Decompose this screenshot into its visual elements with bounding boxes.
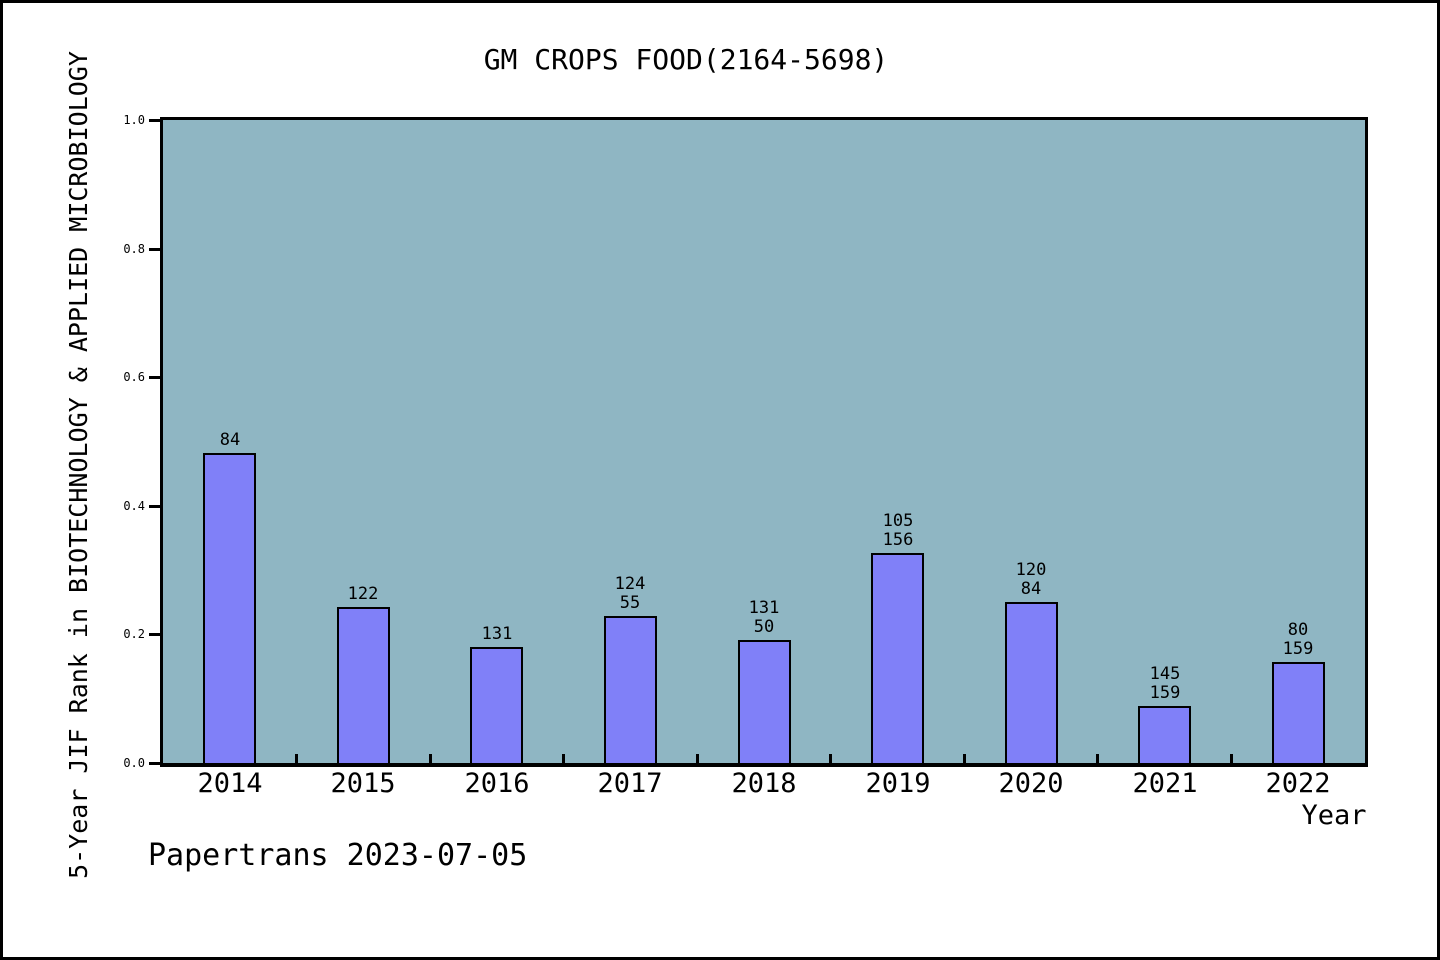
y-tick — [149, 762, 160, 765]
plot-area: 84 122 131 124 55 131 50 105 156 120 84 145 159 80 159 — [160, 117, 1368, 767]
x-tick-label-2015: 2015 — [330, 768, 396, 799]
y-tick — [149, 633, 160, 636]
y-tick — [149, 119, 160, 122]
bar-value-label: 124 55 — [614, 574, 646, 613]
y-tick — [149, 376, 160, 379]
bar-2018 — [738, 640, 791, 763]
x-boundary-tick — [562, 754, 565, 763]
x-tick-label-2017: 2017 — [597, 768, 663, 799]
x-tick-label-2020: 2020 — [998, 768, 1064, 799]
x-boundary-tick — [696, 754, 699, 763]
x-axis-label: Year — [1301, 800, 1367, 831]
bar-value-label: 120 84 — [1015, 560, 1047, 599]
x-axis-tick-labels: 2014 2015 2016 2017 2018 2019 2020 2021 2022 — [163, 768, 1365, 804]
watermark-text: Papertrans 2023-07-05 — [148, 838, 528, 873]
y-tick-label-0.0: 0.0 — [123, 756, 145, 770]
x-boundary-tick — [295, 754, 298, 763]
bar-value-label: 131 — [481, 624, 513, 644]
bar-2017 — [604, 616, 657, 763]
bar-value-label: 84 — [219, 430, 241, 450]
y-tick-label-0.8: 0.8 — [123, 242, 145, 256]
bar-value-label: 131 50 — [748, 598, 780, 637]
bar-2015 — [337, 607, 390, 763]
x-tick-label-2014: 2014 — [197, 768, 263, 799]
y-tick-label-1.0: 1.0 — [123, 113, 145, 127]
bar-2019 — [871, 553, 924, 763]
x-boundary-tick — [829, 754, 832, 763]
bar-2022 — [1272, 662, 1325, 763]
bar-2021 — [1138, 706, 1191, 763]
bar-value-label: 105 156 — [882, 511, 914, 550]
x-boundary-tick — [1096, 754, 1099, 763]
y-tick-label-0.4: 0.4 — [123, 499, 145, 513]
x-tick-label-2022: 2022 — [1265, 768, 1331, 799]
x-boundary-tick — [1230, 754, 1233, 763]
y-tick-label-0.2: 0.2 — [123, 627, 145, 641]
bar-2014 — [203, 453, 256, 763]
x-boundary-tick — [963, 754, 966, 763]
bar-value-label: 122 — [347, 584, 379, 604]
y-tick — [149, 248, 160, 251]
x-tick-label-2018: 2018 — [731, 768, 797, 799]
bar-value-label: 80 159 — [1282, 620, 1314, 659]
bar-2020 — [1005, 602, 1058, 763]
x-boundary-tick — [429, 754, 432, 763]
chart-title: GM CROPS FOOD(2164-5698) — [483, 43, 889, 76]
x-tick-label-2021: 2021 — [1132, 768, 1198, 799]
y-tick-label-0.6: 0.6 — [123, 370, 145, 384]
bar-2016 — [470, 647, 523, 763]
bar-value-label: 145 159 — [1149, 664, 1181, 703]
x-tick-label-2019: 2019 — [865, 768, 931, 799]
x-tick-label-2016: 2016 — [464, 768, 530, 799]
y-tick — [149, 505, 160, 508]
